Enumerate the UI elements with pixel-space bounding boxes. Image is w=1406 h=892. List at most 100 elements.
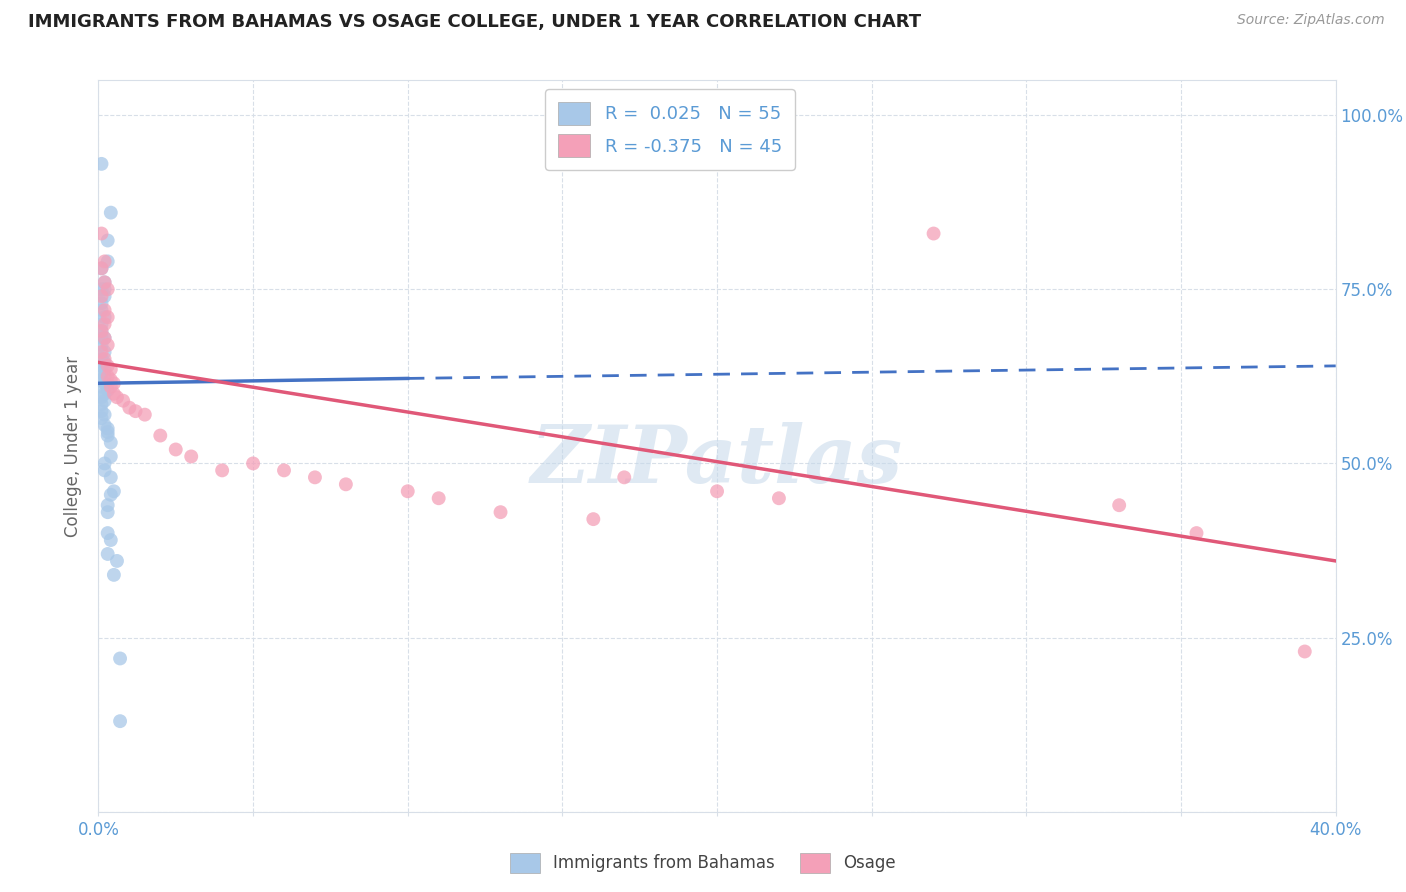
Point bbox=[97, 526, 120, 541]
Point bbox=[180, 450, 202, 464]
Point bbox=[134, 408, 156, 422]
Point bbox=[90, 397, 112, 411]
Point bbox=[90, 351, 112, 366]
Point bbox=[93, 463, 115, 477]
Point bbox=[97, 425, 120, 439]
Point bbox=[112, 393, 135, 408]
Point bbox=[922, 227, 945, 241]
Point bbox=[93, 369, 115, 384]
Point bbox=[103, 386, 125, 401]
Point bbox=[90, 338, 112, 352]
Text: IMMIGRANTS FROM BAHAMAS VS OSAGE COLLEGE, UNDER 1 YEAR CORRELATION CHART: IMMIGRANTS FROM BAHAMAS VS OSAGE COLLEGE… bbox=[28, 13, 921, 31]
Point bbox=[97, 384, 120, 398]
Point bbox=[93, 355, 115, 369]
Point bbox=[90, 366, 112, 380]
Point bbox=[108, 651, 131, 665]
Point bbox=[90, 157, 112, 171]
Point bbox=[242, 457, 264, 471]
Point bbox=[90, 296, 112, 310]
Point bbox=[118, 401, 141, 415]
Point bbox=[100, 362, 122, 376]
Point bbox=[93, 317, 115, 331]
Point bbox=[93, 386, 115, 401]
Point bbox=[90, 324, 112, 338]
Point bbox=[93, 331, 115, 345]
Point bbox=[97, 421, 120, 435]
Point bbox=[100, 435, 122, 450]
Point bbox=[100, 380, 122, 394]
Point bbox=[100, 373, 122, 387]
Point bbox=[149, 428, 172, 442]
Point bbox=[93, 376, 115, 391]
Point bbox=[97, 547, 120, 561]
Point bbox=[582, 512, 605, 526]
Point bbox=[100, 205, 122, 219]
Point bbox=[97, 234, 120, 248]
Point bbox=[93, 275, 115, 289]
Point bbox=[93, 457, 115, 471]
Point bbox=[211, 463, 233, 477]
Point bbox=[93, 303, 115, 318]
Point bbox=[768, 491, 790, 506]
Point bbox=[90, 227, 112, 241]
Point bbox=[97, 338, 120, 352]
Legend: R =  0.025   N = 55, R = -0.375   N = 45: R = 0.025 N = 55, R = -0.375 N = 45 bbox=[546, 89, 794, 170]
Point bbox=[103, 376, 125, 391]
Point bbox=[93, 408, 115, 422]
Point bbox=[335, 477, 357, 491]
Point bbox=[90, 261, 112, 276]
Point bbox=[1185, 526, 1208, 541]
Legend: Immigrants from Bahamas, Osage: Immigrants from Bahamas, Osage bbox=[503, 847, 903, 880]
Point bbox=[93, 289, 115, 303]
Point bbox=[97, 505, 120, 519]
Point bbox=[427, 491, 450, 506]
Point bbox=[93, 254, 115, 268]
Text: ZIPatlas: ZIPatlas bbox=[531, 422, 903, 500]
Point bbox=[100, 470, 122, 484]
Point bbox=[90, 261, 112, 276]
Point bbox=[90, 373, 112, 387]
Y-axis label: College, Under 1 year: College, Under 1 year bbox=[65, 355, 83, 537]
Point bbox=[90, 390, 112, 404]
Point bbox=[103, 484, 125, 499]
Point bbox=[706, 484, 728, 499]
Point bbox=[93, 418, 115, 433]
Point bbox=[108, 714, 131, 728]
Point bbox=[93, 282, 115, 296]
Point bbox=[165, 442, 187, 457]
Point bbox=[105, 390, 128, 404]
Point bbox=[90, 331, 112, 345]
Point bbox=[613, 470, 636, 484]
Point bbox=[93, 345, 115, 359]
Point bbox=[93, 275, 115, 289]
Text: Source: ZipAtlas.com: Source: ZipAtlas.com bbox=[1237, 13, 1385, 28]
Point bbox=[93, 351, 115, 366]
Point bbox=[90, 303, 112, 318]
Point bbox=[97, 369, 120, 384]
Point bbox=[105, 554, 128, 568]
Point bbox=[93, 393, 115, 408]
Point bbox=[90, 324, 112, 338]
Point bbox=[100, 450, 122, 464]
Point bbox=[100, 533, 122, 547]
Point bbox=[396, 484, 419, 499]
Point bbox=[97, 282, 120, 296]
Point bbox=[97, 310, 120, 325]
Point bbox=[97, 254, 120, 268]
Point bbox=[97, 498, 120, 512]
Point bbox=[90, 411, 112, 425]
Point bbox=[1108, 498, 1130, 512]
Point bbox=[90, 404, 112, 418]
Point bbox=[93, 310, 115, 325]
Point bbox=[273, 463, 295, 477]
Point bbox=[489, 505, 512, 519]
Point bbox=[100, 488, 122, 502]
Point bbox=[304, 470, 326, 484]
Point bbox=[124, 404, 146, 418]
Point bbox=[90, 345, 112, 359]
Point bbox=[90, 317, 112, 331]
Point bbox=[93, 331, 115, 345]
Point bbox=[90, 282, 112, 296]
Point bbox=[97, 359, 120, 373]
Point bbox=[90, 289, 112, 303]
